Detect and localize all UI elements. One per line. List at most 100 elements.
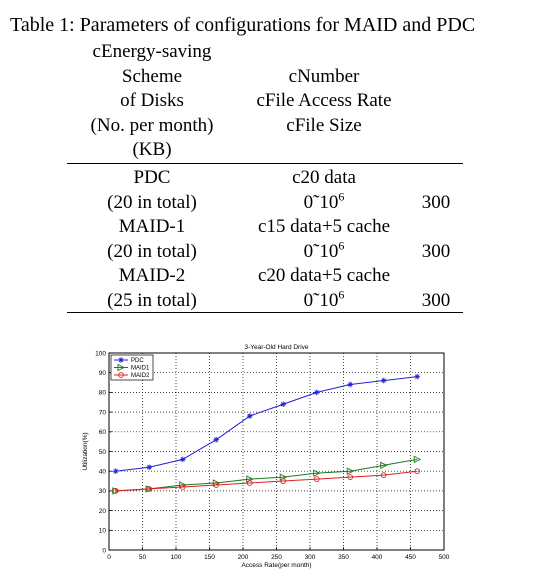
data-point-star xyxy=(118,357,124,363)
table-header-row: Scheme cNumber xyxy=(67,65,463,90)
table-row: (20 in total) 0˜106 300 xyxy=(67,189,463,216)
data-point-star xyxy=(280,401,286,408)
table-cell: c20 data+5 cache xyxy=(257,265,391,286)
header-cell: Scheme xyxy=(121,65,183,87)
data-point-star xyxy=(146,464,152,471)
range-base: 0˜10 xyxy=(303,240,339,262)
table-row: PDC c20 data xyxy=(67,166,463,191)
legend-label: MAID1 xyxy=(131,366,150,372)
chart-title: 3-Year-Old Hard Drive xyxy=(244,344,308,351)
range-exponent: 6 xyxy=(338,189,345,204)
x-tick-label: 50 xyxy=(139,554,147,561)
table-header-row: (No. per month) cFile Size xyxy=(67,114,463,139)
x-tick-label: 0 xyxy=(107,554,111,561)
table-cell: (25 in total) xyxy=(107,289,197,311)
x-axis-label: Access Rate(per month) xyxy=(241,562,311,569)
data-point-star xyxy=(179,456,186,463)
chart-svg: 0 50 100 150 200 250 300 350 400 450 500 0 10 20 30 40 5… xyxy=(82,344,450,569)
data-point-triangle xyxy=(117,363,126,372)
data-point-circle xyxy=(118,372,124,378)
x-tick-label: 500 xyxy=(439,554,450,561)
x-tick-label: 100 xyxy=(171,554,182,561)
y-tick-label: 40 xyxy=(99,469,107,476)
star-stroke xyxy=(213,437,219,442)
data-point-star xyxy=(246,413,253,419)
x-tick-label: 200 xyxy=(238,554,249,561)
star-stroke xyxy=(414,374,420,379)
table-cell: c20 data xyxy=(292,167,356,188)
y-tick-label: 30 xyxy=(99,488,107,495)
table-cell: c15 data+5 cache xyxy=(257,216,391,237)
data-point-circle xyxy=(414,468,421,475)
legend-label: MAID2 xyxy=(131,373,150,379)
range-base: 0˜10 xyxy=(303,191,339,213)
table-cell: 300 xyxy=(421,191,451,213)
star-stroke xyxy=(113,468,118,474)
star-stroke xyxy=(146,464,152,470)
data-point-circle xyxy=(179,484,186,490)
table-cell: 0˜106 xyxy=(239,189,409,215)
y-tick-label: 90 xyxy=(99,370,107,377)
data-point-triangle xyxy=(346,467,355,475)
parameters-table: cEnergy-saving Scheme cNumber of Disks c… xyxy=(67,40,463,313)
legend-label: PDC xyxy=(131,358,144,364)
table-cell: (20 in total) xyxy=(107,191,197,213)
star-stroke xyxy=(118,357,124,363)
y-tick-label: 50 xyxy=(99,449,107,456)
data-point-circle xyxy=(280,478,287,484)
table-header-row: (KB) xyxy=(67,138,463,163)
x-tick-label: 150 xyxy=(204,554,215,561)
table-rule xyxy=(67,163,463,164)
table-cell: MAID-2 xyxy=(118,265,186,286)
table-row: (20 in total) 0˜106 300 xyxy=(67,238,463,265)
data-point-circle xyxy=(246,480,253,486)
table-cell: PDC xyxy=(133,167,171,188)
x-tick-label: 350 xyxy=(338,554,349,561)
table-row: MAID-1 c15 data+5 cache xyxy=(67,215,463,240)
table-header-row: of Disks cFile Access Rate xyxy=(67,89,463,114)
table-cell: MAID-1 xyxy=(118,216,186,237)
y-tick-label: 60 xyxy=(99,429,107,436)
header-cell: (KB) xyxy=(132,139,172,160)
star-stroke xyxy=(280,401,286,407)
data-point-star xyxy=(414,373,420,380)
data-point-star xyxy=(313,389,320,396)
data-point-circle xyxy=(112,488,119,494)
y-tick-label: 0 xyxy=(102,547,106,554)
table-cell: (20 in total) xyxy=(107,240,197,262)
data-point-triangle xyxy=(112,487,120,495)
table-cell: 0˜106 xyxy=(239,287,409,313)
table-header-row: cEnergy-saving xyxy=(67,40,463,65)
range-exponent: 6 xyxy=(338,238,345,253)
x-tick-label: 250 xyxy=(271,554,282,561)
data-point-triangle xyxy=(413,455,422,464)
header-cell: cNumber xyxy=(288,65,360,87)
y-axis-label: Utilization(%) xyxy=(82,432,89,470)
utilization-chart: 0 50 100 150 200 250 300 350 400 450 500 0 10 20 30 40 5… xyxy=(60,340,460,570)
y-tick-label: 20 xyxy=(99,508,107,515)
data-point-star xyxy=(380,377,387,384)
header-cell: (No. per month) xyxy=(90,114,214,136)
header-cell: of Disks xyxy=(120,90,184,111)
data-point-circle xyxy=(380,472,387,478)
x-tick-label: 450 xyxy=(405,554,416,561)
y-tick-label: 100 xyxy=(95,350,106,357)
data-point-star xyxy=(112,468,119,474)
range-base: 0˜10 xyxy=(303,289,339,311)
data-point-triangle xyxy=(313,469,321,477)
data-point-star xyxy=(347,381,353,388)
table-cell: 300 xyxy=(421,289,451,311)
series-line-maid1 xyxy=(115,458,418,492)
table-row: MAID-2 c20 data+5 cache xyxy=(67,264,463,289)
y-tick-label: 70 xyxy=(99,409,107,416)
table-caption: Table 1: Parameters of configurations fo… xyxy=(10,14,476,36)
series-line-pdc xyxy=(115,376,418,472)
range-exponent: 6 xyxy=(338,287,345,302)
x-tick-label: 300 xyxy=(305,554,316,561)
data-point-star xyxy=(213,436,219,443)
data-point-triangle xyxy=(380,461,388,470)
data-point-circle xyxy=(213,482,220,488)
x-tick-label: 400 xyxy=(372,554,383,561)
table-rule xyxy=(67,312,463,313)
data-point-circle xyxy=(313,476,320,482)
